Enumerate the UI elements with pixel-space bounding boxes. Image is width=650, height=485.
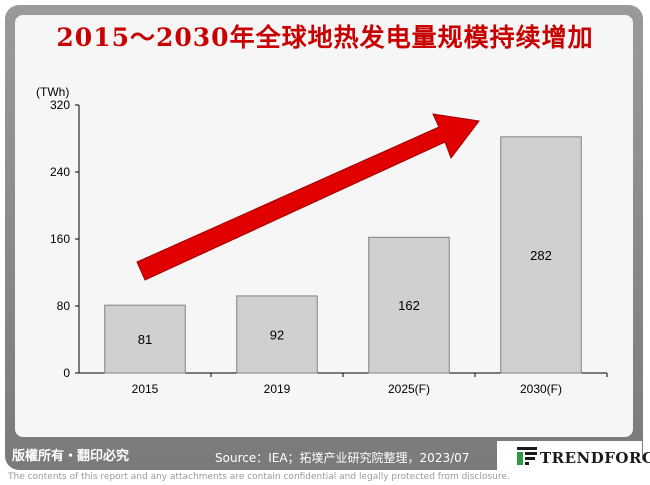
bar bbox=[104, 304, 186, 374]
trend-arrow bbox=[136, 113, 480, 281]
disclaimer-text: The contents of this report and any atta… bbox=[8, 472, 510, 482]
source-text: Source：IEA；拓墣产业研究院整理，2023/07 bbox=[215, 451, 470, 465]
page-title: 2015～2030年全球地热发电量规模持续增加 bbox=[56, 23, 594, 52]
bar-value-label: 92 bbox=[270, 327, 284, 342]
y-tick-label: 240 bbox=[50, 165, 70, 179]
bar bbox=[500, 136, 582, 374]
bars: 81 92 162 282 bbox=[104, 136, 582, 374]
trendforce-logo-text: TRENDFORCE bbox=[540, 449, 650, 467]
y-axis-unit-label: (TWh) bbox=[36, 85, 69, 99]
x-tick-label: 2025(F) bbox=[388, 382, 430, 396]
y-tick-label: 320 bbox=[50, 98, 70, 112]
x-tick-label: 2019 bbox=[264, 382, 291, 396]
ticks: 0 80 160 240 320 2015 2019 2025(F) 2030(F) bbox=[50, 98, 608, 396]
copyright-text: 版權所有・翻印必究 bbox=[12, 449, 130, 464]
bar bbox=[368, 236, 450, 374]
y-tick-label: 0 bbox=[63, 366, 70, 380]
bar-value-label: 81 bbox=[138, 332, 152, 347]
bar bbox=[236, 295, 318, 374]
chart: 81 92 162 282 0 80 160 240 320 2015 2019 2025(F) 20… bbox=[36, 85, 608, 396]
y-tick-label: 80 bbox=[57, 299, 71, 313]
x-tick-label: 2030(F) bbox=[520, 382, 562, 396]
x-tick-label: 2015 bbox=[132, 382, 159, 396]
y-tick-label: 160 bbox=[50, 232, 70, 246]
bar-value-label: 282 bbox=[530, 248, 552, 263]
bar-value-label: 162 bbox=[398, 298, 420, 313]
trendforce-logo-icon bbox=[517, 447, 537, 465]
